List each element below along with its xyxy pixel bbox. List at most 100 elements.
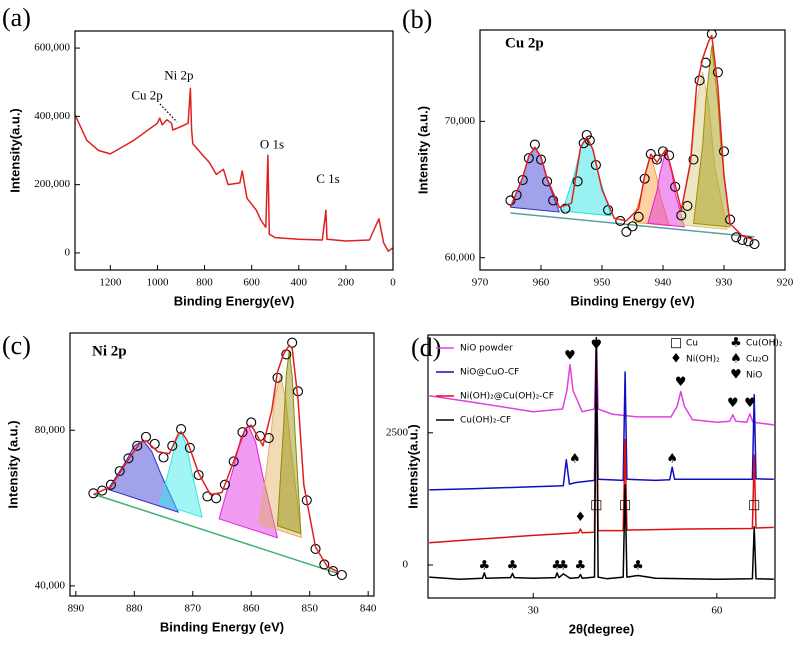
peak-marker: □ (748, 498, 760, 513)
x-tick-label: 400 (291, 277, 308, 289)
x-tick-label: 890 (68, 603, 85, 615)
legend-symbol: ♥ (730, 368, 742, 383)
annotation: Cu 2p (131, 88, 162, 103)
data-point (211, 493, 222, 504)
data-point (548, 195, 559, 206)
peak-area (107, 439, 179, 513)
data-line (75, 87, 393, 252)
data-point (219, 479, 230, 490)
peak-marker: ♣ (632, 559, 644, 574)
x-tick-label: 200 (338, 277, 355, 289)
annotation: C 1s (316, 171, 339, 186)
x-tick-label: 930 (716, 277, 733, 289)
data-point (202, 491, 213, 502)
y-tick-label: 80,000 (35, 424, 66, 436)
data-point (581, 129, 592, 141)
x-tick-label: 960 (533, 277, 550, 289)
data-line (429, 336, 774, 580)
legend-label: NiO@CuO-CF (460, 368, 519, 378)
data-point (743, 236, 754, 247)
y-tick-label: 200,000 (34, 178, 70, 190)
data-point (627, 221, 638, 232)
data-point (97, 485, 108, 496)
data-line (510, 212, 755, 238)
data-point (731, 232, 742, 243)
peak-marker: ♥ (727, 396, 739, 411)
x-tick-label: 850 (301, 603, 318, 615)
peak-marker: ♥ (744, 396, 756, 411)
peak-marker: ♥ (564, 349, 576, 364)
peak-marker: ♠ (666, 452, 678, 467)
data-point (529, 139, 540, 150)
data-point (246, 417, 257, 428)
data-point (193, 469, 204, 481)
legend-label: Cu (686, 339, 698, 349)
plot-frame (69, 332, 375, 597)
panel-title: Ni 2p (92, 343, 127, 359)
peak-marker: ♣ (507, 559, 519, 574)
leader-line (159, 103, 178, 123)
data-point (140, 431, 152, 442)
x-axis-label: Binding Energy (eV) (570, 293, 694, 308)
panel-title: Cu 2p (505, 35, 544, 51)
legend-label: Cu₂O (746, 355, 769, 365)
legend-label: Ni(OH)₂@Cu(OH)₂-CF (460, 392, 554, 402)
x-tick-label: 940 (655, 277, 672, 289)
data-point (123, 453, 134, 464)
legend-symbol: □ (670, 336, 682, 351)
data-point (228, 456, 239, 467)
peak-area (277, 350, 302, 534)
x-tick-label: 30 (528, 605, 540, 617)
data-point (184, 442, 195, 453)
data-point (682, 200, 693, 211)
data-point (523, 153, 534, 164)
data-point (535, 154, 547, 165)
x-tick-label: 870 (185, 603, 202, 615)
y-axis-label: Intensity (a.u.) (415, 106, 430, 194)
y-tick-label: 60,000 (445, 251, 476, 263)
y-tick-label: 600,000 (34, 42, 70, 54)
legend-label: NiO powder (460, 344, 513, 354)
peak-marker: ♦ (575, 510, 587, 525)
data-line (429, 336, 774, 426)
x-tick-label: 60 (711, 605, 723, 617)
legend-label: Cu(OH)₂-CF (460, 416, 511, 426)
x-axis-label: 2θ(degree) (569, 621, 635, 636)
annotation: O 1s (260, 136, 284, 151)
data-point (633, 211, 644, 222)
x-tick-label: 0 (390, 277, 396, 289)
peak-marker: ♣ (575, 559, 587, 574)
x-tick-label: 950 (594, 277, 611, 289)
legend-symbol: ♠ (730, 352, 742, 367)
data-point (676, 210, 687, 221)
plot-frame (74, 30, 394, 271)
plot-frame (479, 29, 786, 271)
data-point (645, 149, 656, 160)
legend-label: Ni(OH)₂ (686, 355, 720, 365)
peak-area (218, 424, 278, 539)
y-tick-label: 0 (403, 558, 409, 570)
peak-marker: ♥ (675, 375, 687, 390)
x-tick-label: 800 (196, 277, 213, 289)
data-point (176, 424, 187, 435)
data-point (301, 495, 312, 506)
y-axis-label: Intensity(a.u.) (7, 108, 22, 193)
data-point (560, 203, 571, 214)
x-tick-label: 860 (243, 603, 260, 615)
peak-marker: ♣ (551, 559, 563, 574)
y-axis-label: Intensity(a.u.) (405, 424, 420, 509)
x-axis-label: Binding Energy(eV) (174, 293, 295, 308)
peak-marker: ♥ (590, 338, 602, 353)
peak-area (258, 375, 302, 538)
peak-marker: ♠ (569, 452, 581, 467)
data-point (651, 154, 662, 165)
legend-symbol: ♦ (670, 352, 682, 367)
y-tick-label: 2500 (386, 426, 409, 438)
peak-marker: □ (619, 498, 631, 513)
data-point (114, 466, 125, 477)
x-tick-label: 880 (126, 603, 143, 615)
data-point (336, 569, 347, 581)
annotation: Ni 2p (164, 67, 193, 82)
x-tick-label: 970 (472, 277, 489, 289)
